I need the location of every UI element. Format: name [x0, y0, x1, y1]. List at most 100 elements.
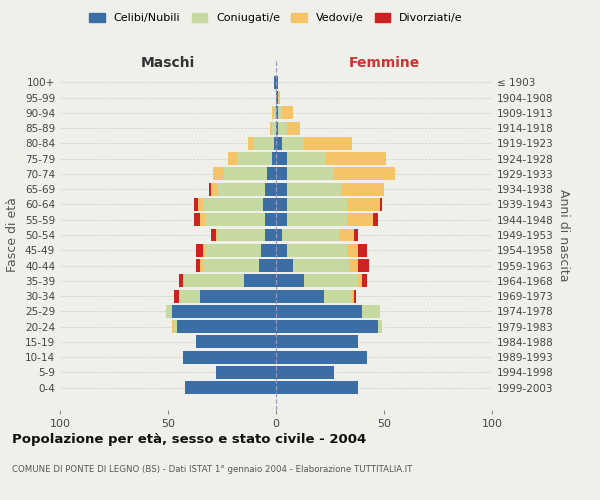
Bar: [283, 228, 338, 241]
Bar: [274, 106, 276, 120]
Bar: [304, 137, 352, 150]
Text: Popolazione per età, sesso e stato civile - 2004: Popolazione per età, sesso e stato civil…: [12, 432, 366, 446]
Text: Femmine: Femmine: [349, 56, 419, 70]
Bar: [276, 91, 278, 104]
Bar: [287, 168, 334, 180]
Bar: [203, 198, 263, 211]
Bar: [205, 244, 261, 256]
Bar: [276, 106, 278, 120]
Bar: [276, 259, 293, 272]
Text: COMUNE DI PONTE DI LEGNO (BS) - Dati ISTAT 1° gennaio 2004 - Elaborazione TUTTIT: COMUNE DI PONTE DI LEGNO (BS) - Dati IST…: [12, 466, 412, 474]
Bar: [272, 106, 274, 120]
Bar: [341, 182, 384, 196]
Bar: [287, 198, 347, 211]
Bar: [276, 198, 287, 211]
Bar: [276, 274, 304, 287]
Bar: [215, 228, 218, 241]
Bar: [358, 274, 362, 287]
Bar: [283, 106, 293, 120]
Bar: [196, 259, 200, 272]
Bar: [218, 182, 265, 196]
Bar: [352, 290, 354, 302]
Bar: [362, 274, 367, 287]
Bar: [229, 152, 237, 165]
Bar: [354, 228, 358, 241]
Bar: [380, 198, 382, 211]
Bar: [172, 320, 175, 333]
Bar: [274, 76, 276, 89]
Bar: [276, 320, 377, 333]
Bar: [259, 259, 276, 272]
Bar: [326, 152, 386, 165]
Bar: [211, 182, 218, 196]
Bar: [347, 214, 373, 226]
Bar: [278, 122, 287, 134]
Bar: [276, 305, 362, 318]
Bar: [358, 244, 367, 256]
Bar: [278, 91, 280, 104]
Legend: Celibi/Nubili, Coniugati/e, Vedovi/e, Divorziati/e: Celibi/Nubili, Coniugati/e, Vedovi/e, Di…: [85, 8, 467, 28]
Bar: [276, 228, 283, 241]
Bar: [183, 274, 244, 287]
Bar: [276, 137, 283, 150]
Bar: [276, 290, 323, 302]
Bar: [194, 198, 198, 211]
Bar: [276, 366, 334, 379]
Bar: [349, 259, 358, 272]
Bar: [215, 366, 276, 379]
Bar: [358, 259, 369, 272]
Bar: [248, 137, 254, 150]
Bar: [175, 320, 176, 333]
Bar: [362, 305, 380, 318]
Bar: [244, 274, 276, 287]
Bar: [237, 152, 272, 165]
Bar: [276, 122, 278, 134]
Bar: [196, 336, 276, 348]
Bar: [205, 214, 265, 226]
Bar: [218, 228, 265, 241]
Y-axis label: Anni di nascita: Anni di nascita: [557, 188, 570, 281]
Bar: [276, 350, 367, 364]
Bar: [175, 290, 179, 302]
Text: Maschi: Maschi: [141, 56, 195, 70]
Bar: [172, 305, 276, 318]
Bar: [265, 182, 276, 196]
Bar: [287, 214, 347, 226]
Bar: [268, 168, 276, 180]
Bar: [293, 259, 349, 272]
Bar: [203, 259, 259, 272]
Bar: [283, 137, 304, 150]
Bar: [276, 76, 278, 89]
Bar: [354, 290, 356, 302]
Bar: [179, 290, 200, 302]
Bar: [209, 182, 211, 196]
Bar: [276, 336, 358, 348]
Bar: [214, 168, 224, 180]
Bar: [338, 228, 354, 241]
Bar: [377, 320, 382, 333]
Bar: [287, 152, 326, 165]
Bar: [276, 168, 287, 180]
Bar: [287, 244, 347, 256]
Bar: [276, 214, 287, 226]
Bar: [194, 214, 200, 226]
Bar: [276, 244, 287, 256]
Y-axis label: Fasce di età: Fasce di età: [7, 198, 19, 272]
Bar: [198, 198, 203, 211]
Bar: [200, 214, 205, 226]
Bar: [200, 259, 203, 272]
Bar: [347, 244, 358, 256]
Bar: [211, 228, 215, 241]
Bar: [200, 290, 276, 302]
Bar: [276, 381, 358, 394]
Bar: [272, 122, 276, 134]
Bar: [347, 198, 380, 211]
Bar: [287, 122, 300, 134]
Bar: [274, 137, 276, 150]
Bar: [166, 305, 172, 318]
Bar: [323, 290, 352, 302]
Bar: [196, 244, 203, 256]
Bar: [224, 168, 268, 180]
Bar: [183, 350, 276, 364]
Bar: [269, 122, 272, 134]
